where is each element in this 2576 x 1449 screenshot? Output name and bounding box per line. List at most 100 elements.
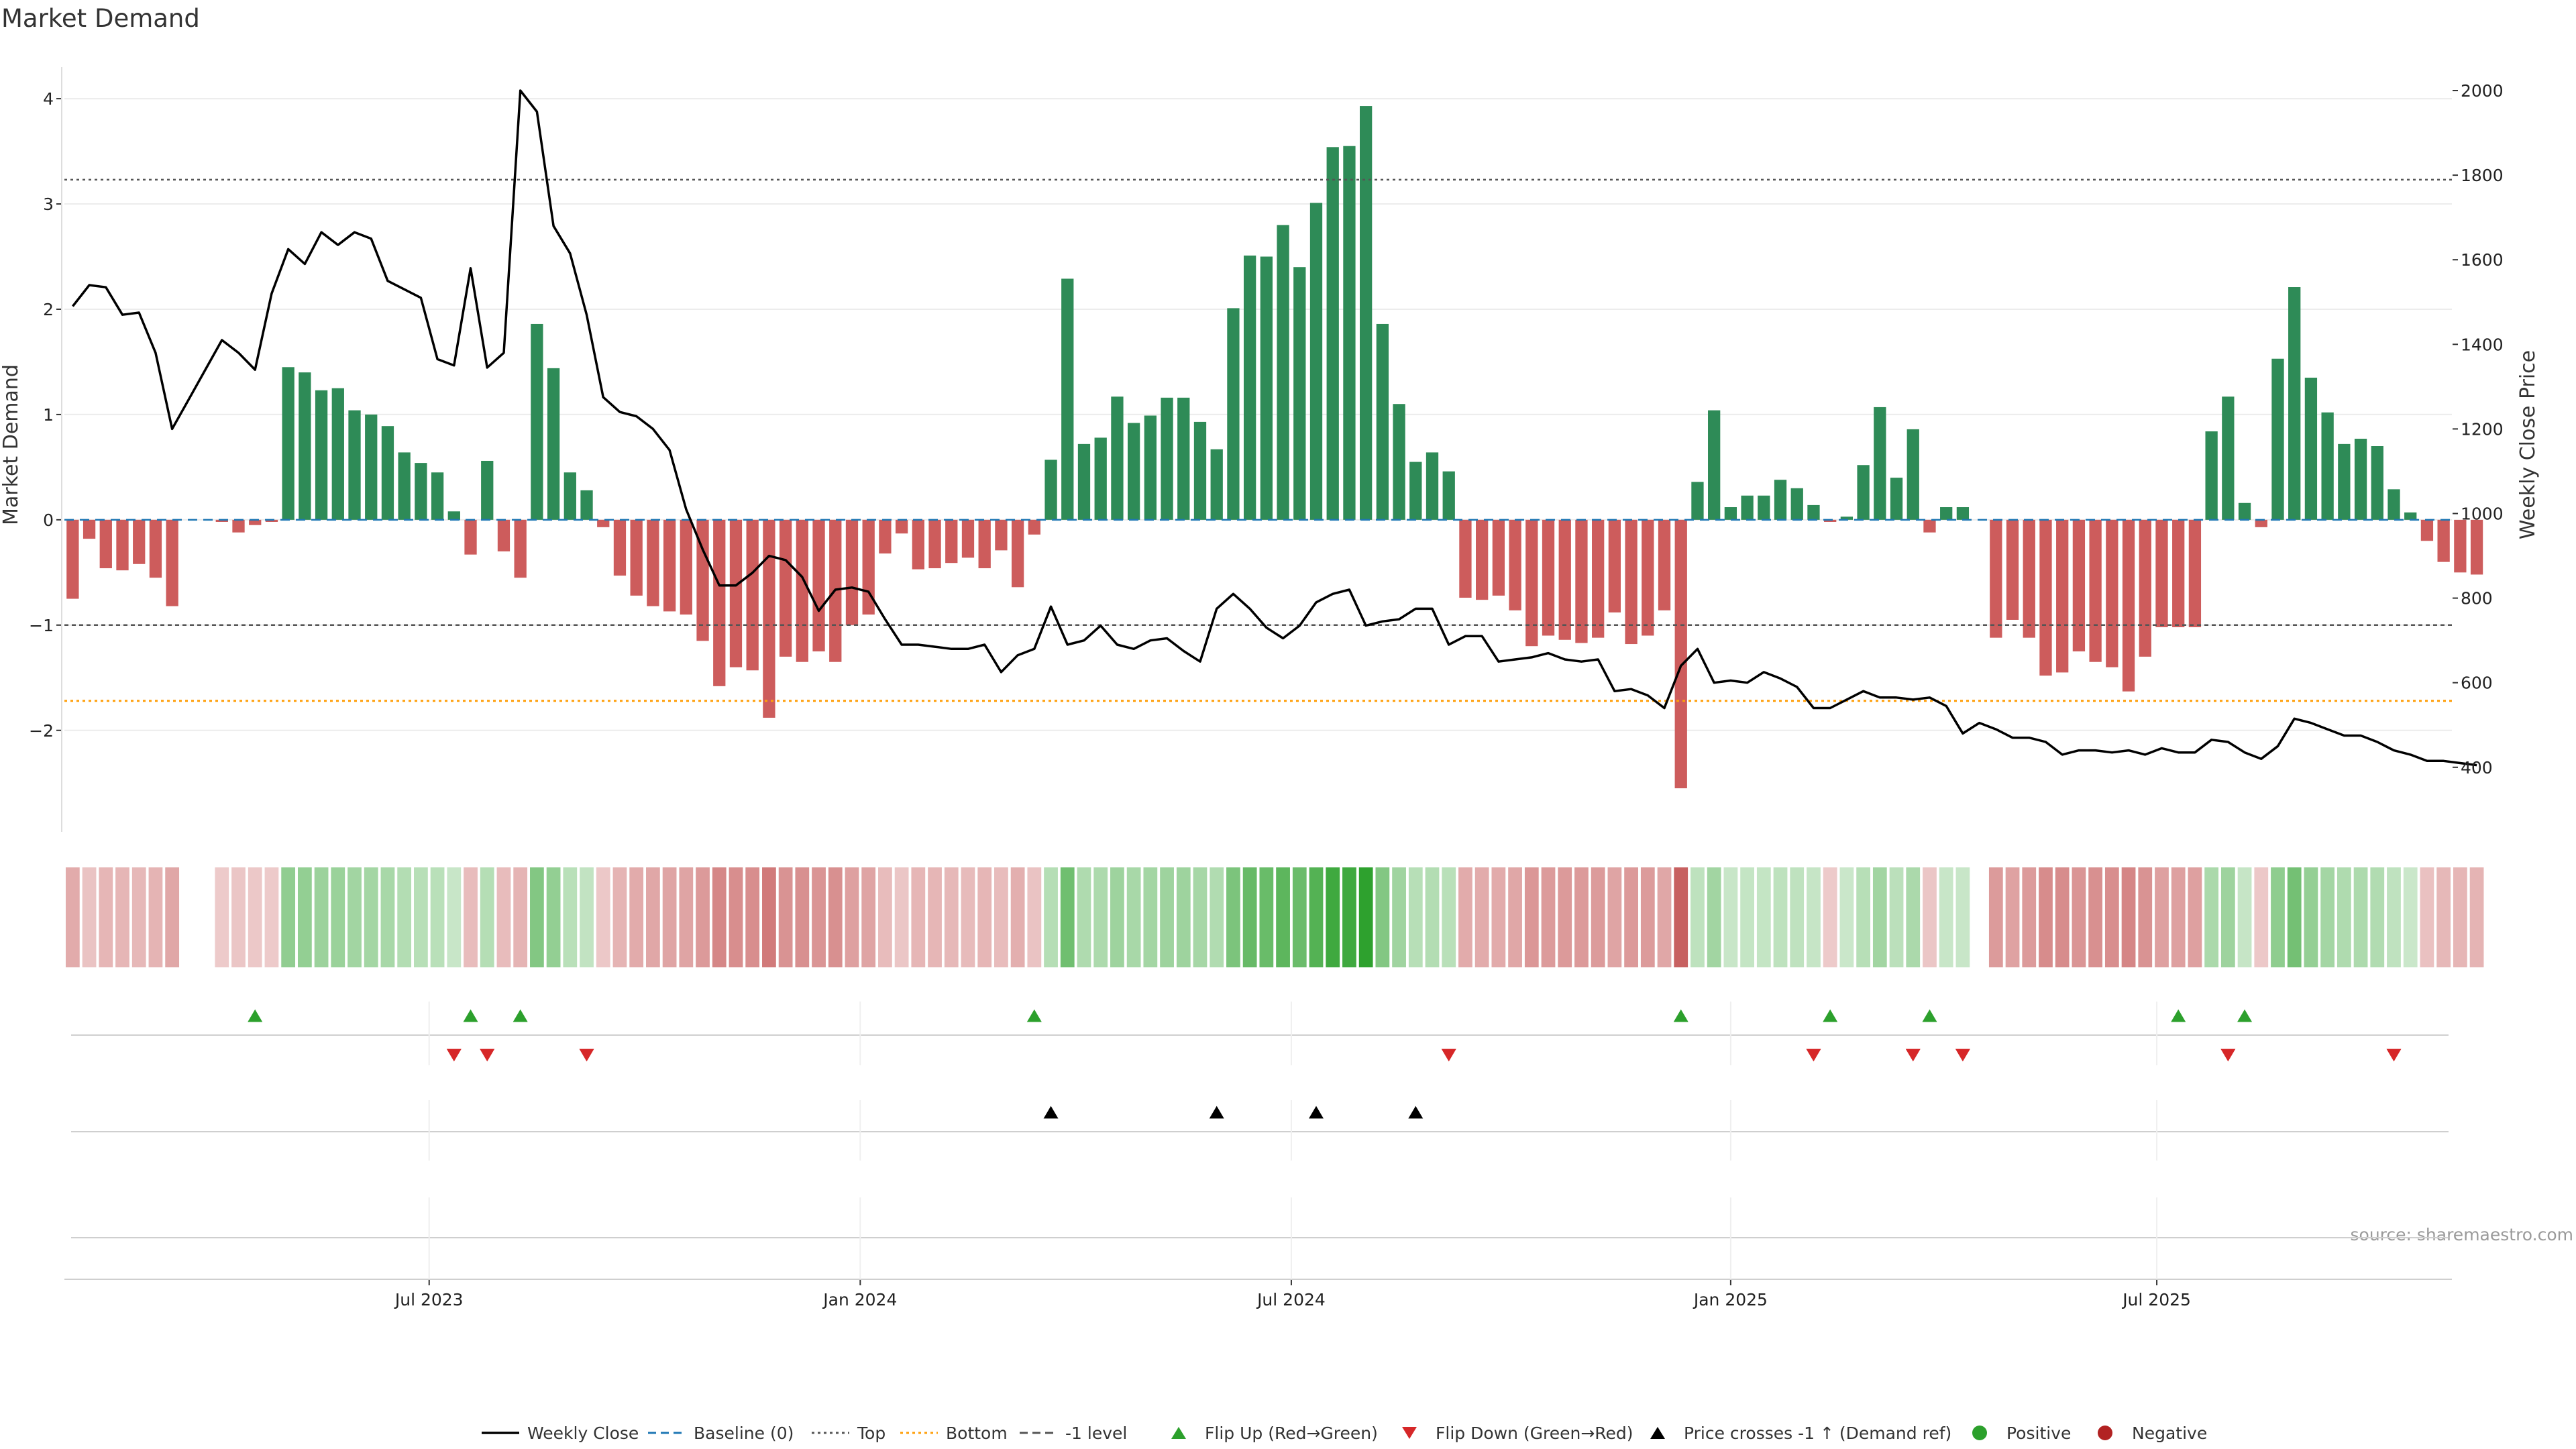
heat-cell-negative	[2469, 867, 2484, 967]
price-cross-marker	[1309, 1106, 1324, 1119]
heat-cell-negative	[2088, 867, 2103, 967]
heat-cell-positive	[2353, 867, 2368, 967]
demand-bar-positive	[1708, 410, 1721, 520]
heat-cell-positive	[1773, 867, 1788, 967]
heat-cell-negative	[464, 867, 478, 967]
heat-cell-positive	[1955, 867, 1970, 967]
legend-swatch-circle	[2098, 1426, 2112, 1440]
event-markers	[64, 1002, 2452, 1280]
heat-cell-negative	[2005, 867, 2020, 967]
heat-cell-positive	[1723, 867, 1738, 967]
heat-cell-negative	[2055, 867, 2070, 967]
legend-label: Weekly Close	[527, 1424, 639, 1443]
demand-bar-negative	[2023, 519, 2035, 638]
demand-bar-positive	[1442, 471, 1455, 520]
demand-bar-negative	[1592, 519, 1605, 638]
demand-bar-positive	[1940, 507, 1953, 520]
heat-cell-negative	[1027, 867, 1042, 967]
heat-cell-positive	[1309, 867, 1324, 967]
demand-bars	[66, 106, 2483, 789]
demand-bar-positive	[1127, 423, 1140, 520]
demand-bar-positive	[1210, 449, 1223, 520]
y-tick-label-left: 3	[43, 195, 54, 214]
demand-bar-positive	[531, 323, 543, 520]
heat-cell-negative	[1923, 867, 1937, 967]
demand-bar-positive	[1691, 482, 1704, 520]
heat-cell-negative	[712, 867, 727, 967]
demand-bar-positive	[2387, 489, 2400, 520]
heat-cell-positive	[1375, 867, 1390, 967]
heat-cell-positive	[1110, 867, 1124, 967]
demand-bar-positive	[1758, 495, 1770, 520]
legend-item: -1 level	[1020, 1424, 1127, 1443]
demand-bar-positive	[2304, 377, 2318, 520]
demand-bar-negative	[597, 519, 610, 527]
heat-cell-negative	[2104, 867, 2119, 967]
demand-bar-negative	[895, 519, 908, 534]
demand-bar-negative	[1525, 519, 1538, 647]
price-cross-marker	[1043, 1106, 1059, 1119]
legend-swatch-triangle-up	[1171, 1427, 1186, 1439]
demand-bar-negative	[2454, 519, 2467, 573]
demand-bar-negative	[779, 519, 792, 657]
heat-cell-negative	[215, 867, 229, 967]
heat-cell-negative	[845, 867, 859, 967]
demand-bar-positive	[1409, 462, 1422, 520]
legend: Weekly Close Baseline (0) Top Bottom -1 leve…	[482, 1424, 2207, 1443]
flip-up-marker	[1026, 1009, 1042, 1022]
heat-cell-negative	[861, 867, 876, 967]
heat-cell-positive	[1126, 867, 1141, 967]
legend-item: Weekly Close	[482, 1424, 639, 1443]
demand-bar-negative	[2420, 519, 2434, 541]
demand-bar-positive	[1061, 278, 1074, 520]
heat-cell-positive	[1690, 867, 1705, 967]
heat-cell-positive	[1193, 867, 1208, 967]
heat-cell-positive	[1210, 867, 1224, 967]
demand-bar-positive	[2288, 287, 2301, 520]
heat-cell-positive	[364, 867, 378, 967]
heat-cell-positive	[1872, 867, 1887, 967]
flip-up-marker	[1673, 1009, 1688, 1022]
heat-cell-positive	[2237, 867, 2252, 967]
heat-cell-positive	[1790, 867, 1805, 967]
y-ticks: −2 −1 0 1 2 3 4 400 600 800 1000 1200 1400 1600 1800 20…	[29, 67, 2504, 832]
demand-bar-negative	[1558, 519, 1571, 640]
demand-bar-negative	[1658, 519, 1671, 610]
legend-swatch-circle	[1972, 1426, 1987, 1440]
demand-bar-negative	[663, 519, 676, 612]
demand-bar-negative	[2470, 519, 2483, 575]
demand-bar-negative	[2039, 519, 2052, 676]
heat-cell-positive	[397, 867, 412, 967]
demand-bar-positive	[1326, 147, 1339, 520]
demand-bar-negative	[647, 519, 659, 606]
legend-label: Price crosses -1 ↑ (Demand ref)	[1684, 1424, 1951, 1443]
flip-down-marker	[1806, 1049, 1821, 1062]
price-cross-marker	[1209, 1106, 1224, 1119]
y-axis-label-right: Weekly Close Price	[2516, 350, 2540, 539]
demand-bar-positive	[1111, 396, 1124, 520]
heat-cell-positive	[1259, 867, 1274, 967]
flip-down-marker	[480, 1049, 495, 1062]
y-tick-label-right: 1200	[2461, 419, 2504, 439]
legend-label: Baseline (0)	[694, 1424, 794, 1443]
demand-bar-positive	[282, 367, 294, 520]
demand-bar-negative	[265, 519, 278, 522]
heat-cell-negative	[2022, 867, 2037, 967]
demand-bar-negative	[1492, 519, 1505, 596]
heat-cell-negative	[248, 867, 262, 967]
heat-cell-positive	[1889, 867, 1904, 967]
y-axis-label-left: Market Demand	[0, 364, 23, 525]
demand-bar-positive	[2205, 431, 2218, 520]
heat-cell-negative	[911, 867, 926, 967]
heat-cell-negative	[2420, 867, 2434, 967]
heat-cell-positive	[314, 867, 329, 967]
demand-bar-positive	[415, 463, 427, 520]
demand-bar-negative	[945, 519, 958, 564]
demand-bar-positive	[2338, 443, 2351, 520]
heat-cell-negative	[2072, 867, 2086, 967]
heat-cell-positive	[2370, 867, 2385, 967]
demand-bar-negative	[249, 519, 262, 525]
legend-item: Top	[812, 1424, 885, 1443]
legend-item: Flip Up (Red→Green)	[1171, 1424, 1378, 1443]
y-tick-label-right: 1000	[2461, 504, 2504, 524]
